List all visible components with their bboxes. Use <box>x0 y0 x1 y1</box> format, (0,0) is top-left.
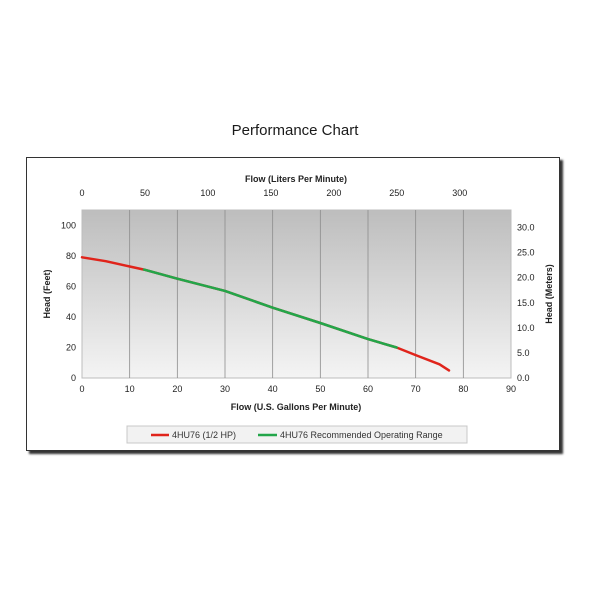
y2-tick-label: 20.0 <box>517 273 535 283</box>
x-tick-label: 40 <box>268 384 278 394</box>
series-line-2 <box>142 268 398 349</box>
x2-tick-label: 100 <box>200 188 215 198</box>
y2-tick-label: 25.0 <box>517 248 535 258</box>
performance-chart: 0 10 20 30 40 50 60 70 80 90 0 20 40 60 80 100 0 50 100 150… <box>42 174 554 444</box>
y-tick-label: 20 <box>66 342 76 352</box>
y2-tick-label: 10.0 <box>517 323 535 333</box>
chart-frame: 0 10 20 30 40 50 60 70 80 90 0 20 40 60 80 100 0 50 100 150… <box>26 157 560 451</box>
y2-tick-label: 30.0 <box>517 223 535 233</box>
x-tick-label: 0 <box>79 384 84 394</box>
y-tick-label: 40 <box>66 312 76 322</box>
legend: 4HU76 (1/2 HP) 4HU76 Recommended Operati… <box>126 425 468 444</box>
y2-axis-title: Head (Meters) <box>544 264 554 324</box>
x2-tick-label: 50 <box>140 188 150 198</box>
x-tick-label: 90 <box>506 384 516 394</box>
legend-box <box>126 425 468 444</box>
x-tick-label: 80 <box>458 384 468 394</box>
legend-label-2: 4HU76 Recommended Operating Range <box>280 430 443 440</box>
y-axis-title: Head (Feet) <box>42 269 52 318</box>
y-tick-label: 0 <box>71 373 76 383</box>
x2-axis-title: Flow (Liters Per Minute) <box>245 174 347 184</box>
x2-tick-label: 250 <box>389 188 404 198</box>
y-tick-label: 100 <box>61 220 76 230</box>
x-axis-title: Flow (U.S. Gallons Per Minute) <box>231 402 362 412</box>
x2-tick-label: 0 <box>79 188 84 198</box>
y2-tick-label: 15.0 <box>517 298 535 308</box>
page-title: Performance Chart <box>231 122 359 139</box>
y2-tick-label: 0.0 <box>517 373 530 383</box>
x-tick-label: 60 <box>363 384 373 394</box>
x-tick-label: 10 <box>125 384 135 394</box>
x-tick-label: 70 <box>411 384 421 394</box>
y-tick-label: 60 <box>66 281 76 291</box>
x2-tick-label: 200 <box>326 188 341 198</box>
x2-tick-label: 150 <box>263 188 278 198</box>
x-tick-label: 50 <box>315 384 325 394</box>
series-layer <box>80 256 451 372</box>
x-tick-label: 20 <box>172 384 182 394</box>
x-tick-label: 30 <box>220 384 230 394</box>
tick-labels: 0 10 20 30 40 50 60 70 80 90 0 20 40 60 80 100 0 50 100 150… <box>61 188 535 394</box>
grid-lines <box>129 210 464 378</box>
x2-tick-label: 300 <box>452 188 467 198</box>
y2-tick-label: 5.0 <box>517 348 530 358</box>
y-tick-label: 80 <box>66 251 76 261</box>
plot-area <box>81 209 512 379</box>
legend-label-1: 4HU76 (1/2 HP) <box>172 430 236 440</box>
